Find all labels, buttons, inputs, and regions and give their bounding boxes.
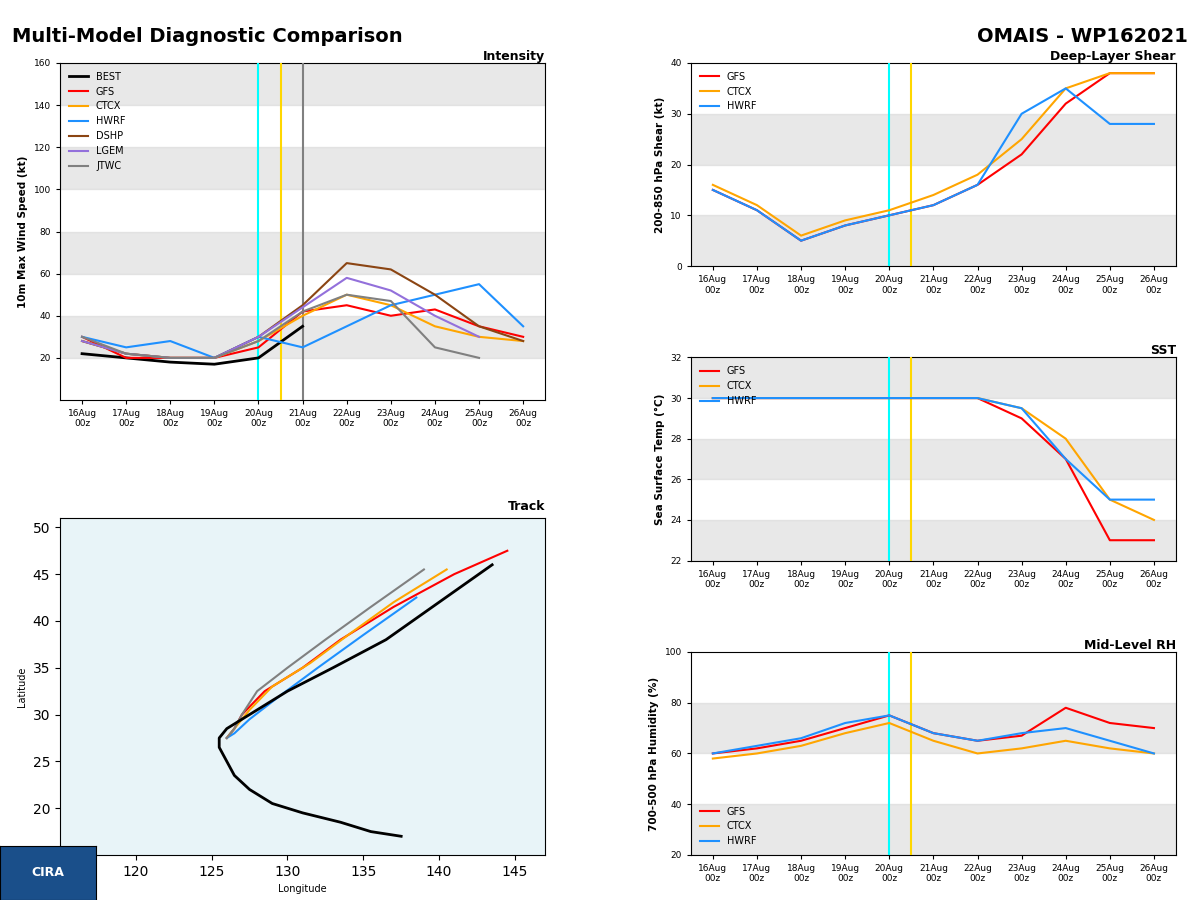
Text: Intensity: Intensity	[484, 50, 545, 63]
Bar	[60, 231, 545, 274]
Text: Multi-Model Diagnostic Comparison: Multi-Model Diagnostic Comparison	[12, 27, 403, 46]
Legend: GFS, CTCX, HWRF: GFS, CTCX, HWRF	[696, 803, 760, 850]
Bar	[60, 63, 545, 105]
Y-axis label: 10m Max Wind Speed (kt): 10m Max Wind Speed (kt)	[18, 156, 28, 308]
Text: OMAIS - WP162021: OMAIS - WP162021	[977, 27, 1188, 46]
Y-axis label: Latitude: Latitude	[17, 666, 28, 706]
Bar	[691, 113, 1176, 165]
Bar	[691, 438, 1176, 480]
Legend: BEST, GFS, CTCX, HWRF, DSHP, LGEM, JTWC: BEST, GFS, CTCX, HWRF, DSHP, LGEM, JTWC	[65, 68, 130, 175]
Y-axis label: 200-850 hPa Shear (kt): 200-850 hPa Shear (kt)	[655, 96, 665, 233]
Text: Deep-Layer Shear: Deep-Layer Shear	[1050, 50, 1176, 63]
Text: Mid-Level RH: Mid-Level RH	[1084, 639, 1176, 652]
Legend: GFS, CTCX, HWRF: GFS, CTCX, HWRF	[696, 363, 760, 410]
Text: SST: SST	[1150, 345, 1176, 357]
Bar	[691, 703, 1176, 753]
Bar	[691, 520, 1176, 561]
Legend: GFS, CTCX, HWRF: GFS, CTCX, HWRF	[696, 68, 760, 115]
Bar	[691, 805, 1176, 855]
Bar	[60, 148, 545, 189]
Bar	[60, 316, 545, 358]
Bar	[691, 215, 1176, 266]
Text: Track: Track	[508, 500, 545, 513]
Bar	[691, 357, 1176, 398]
Y-axis label: 700-500 hPa Humidity (%): 700-500 hPa Humidity (%)	[649, 677, 659, 831]
Text: CIRA: CIRA	[31, 867, 65, 879]
X-axis label: Longitude: Longitude	[278, 885, 326, 895]
Y-axis label: Sea Surface Temp (°C): Sea Surface Temp (°C)	[655, 393, 665, 525]
